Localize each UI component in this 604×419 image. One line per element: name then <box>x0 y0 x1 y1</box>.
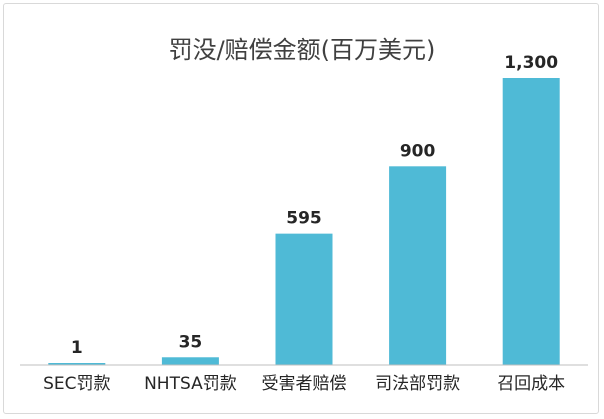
x-tick-label-4: 司法部罚款 <box>375 374 460 394</box>
bar-5 <box>502 78 560 365</box>
bar-2 <box>161 357 219 365</box>
bar-1 <box>48 363 106 365</box>
x-tick-label-1: SEC罚款 <box>43 374 110 394</box>
bars-layer <box>48 78 560 365</box>
data-label-3: 595 <box>286 209 322 229</box>
data-labels-layer: 1 35 595 900 1,300 <box>71 53 558 358</box>
bar-3 <box>275 233 333 365</box>
x-tick-label-5: 召回成本 <box>497 374 565 394</box>
chart-title: 罚没/赔偿金额(百万美元) <box>169 36 436 64</box>
data-label-5: 1,300 <box>504 53 558 73</box>
data-label-4: 900 <box>400 141 436 161</box>
x-tick-label-2: NHTSA罚款 <box>144 374 237 394</box>
x-tick-labels-layer: SEC罚款 NHTSA罚款 受害者赔偿 司法部罚款 召回成本 <box>43 374 565 394</box>
data-label-1: 1 <box>71 338 83 358</box>
data-label-2: 35 <box>179 332 203 352</box>
bar-4 <box>389 166 447 365</box>
x-tick-label-3: 受害者赔偿 <box>262 374 347 394</box>
